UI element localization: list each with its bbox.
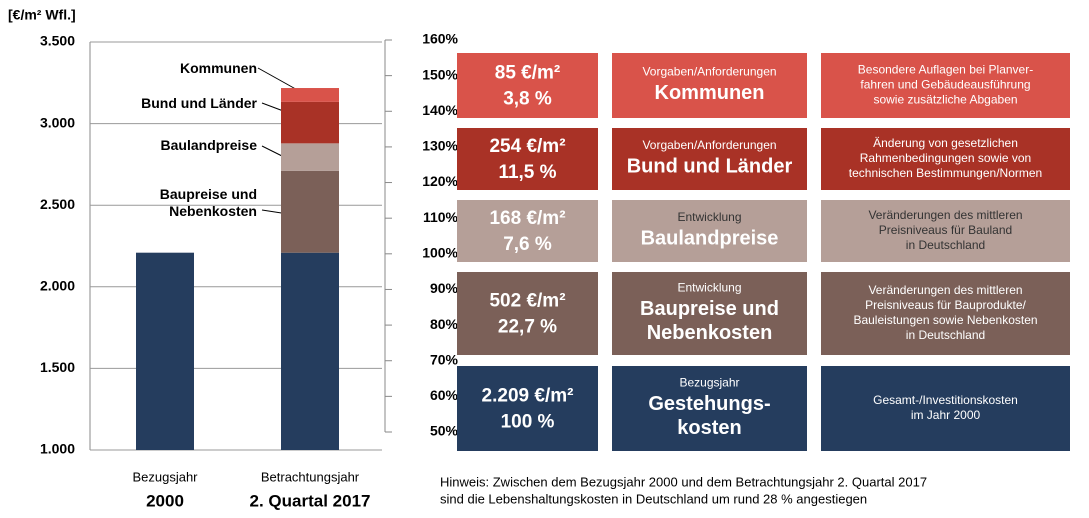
description: Änderung von gesetzlichen: [873, 136, 1018, 150]
x-tick-year: 2. Quartal 2017: [250, 491, 371, 510]
y-axis-label: [€/m² Wfl.]: [8, 7, 76, 23]
y-tick-label: 1.500: [40, 359, 75, 375]
x-tick-year: 2000: [146, 491, 184, 510]
description: fahren und Gebäudeausführung: [860, 78, 1030, 92]
x-tick-label: Betrachtungsjahr: [261, 469, 360, 484]
description: Preisniveaus für Bauprodukte/: [865, 298, 1026, 312]
description: technischen Bestimmungen/Normen: [849, 166, 1042, 180]
title: Nebenkosten: [647, 322, 773, 344]
bar: [136, 252, 194, 450]
y-tick-label: 2.500: [40, 196, 75, 212]
description: Rahmenbedingungen sowie von: [860, 151, 1031, 165]
percent: 100 %: [501, 412, 555, 433]
title: Baulandpreise: [641, 227, 779, 249]
description: Preisniveaus für Bauland: [879, 223, 1012, 237]
description: Gesamt-/Investitionskosten: [873, 393, 1018, 407]
percent: 11,5 %: [498, 162, 556, 183]
panel-cell: [457, 366, 598, 451]
panel-cell: [457, 200, 598, 262]
subtitle: Vorgaben/Anforderungen: [642, 65, 776, 79]
title: Bund und Länder: [627, 155, 793, 177]
panel-cell: [457, 53, 598, 118]
panel-cell: [821, 200, 1070, 262]
y2-tick-label: 100%: [422, 245, 458, 261]
title: Kommunen: [655, 82, 765, 104]
percent: 22,7 %: [498, 317, 557, 338]
annotation: Baulandpreise: [160, 137, 257, 153]
note: sind die Lebenshaltungskosten in Deutsch…: [440, 491, 867, 506]
description: in Deutschland: [906, 328, 985, 342]
y2-tick-label: 150%: [422, 66, 458, 82]
y2-tick-label: 160%: [422, 31, 458, 47]
title: kosten: [677, 417, 741, 439]
y2-tick-label: 50%: [430, 423, 459, 439]
bar: [281, 88, 339, 102]
amount: 85 €/m²: [495, 63, 560, 84]
y2-tick-label: 130%: [422, 138, 458, 154]
percent: 3,8 %: [503, 89, 552, 110]
panel-cell: [612, 366, 807, 451]
y2-tick-label: 80%: [430, 316, 459, 332]
x-tick-label: Bezugsjahr: [132, 469, 198, 484]
description: Besondere Auflagen bei Planver-: [858, 63, 1033, 77]
percent: 7,6 %: [503, 234, 552, 255]
annotation: Kommunen: [180, 60, 257, 76]
bar: [281, 143, 339, 171]
panel-cell: [821, 272, 1070, 355]
y-tick-label: 2.000: [40, 278, 75, 294]
amount: 502 €/m²: [489, 291, 565, 312]
description: in Deutschland: [906, 238, 985, 252]
y2-tick-label: 140%: [422, 102, 458, 118]
bar: [281, 101, 339, 144]
y2-tick-label: 70%: [430, 351, 459, 367]
panel-cell: [821, 366, 1070, 451]
panel-cell: [612, 53, 807, 118]
annotation: Bund und Länder: [141, 95, 257, 111]
bar: [281, 170, 339, 253]
description: Veränderungen des mittleren: [868, 283, 1022, 297]
description: Veränderungen des mittleren: [868, 208, 1022, 222]
annotation: Baupreise und Nebenkosten: [159, 186, 257, 219]
subtitle: Entwicklung: [677, 281, 741, 295]
title: Gestehungs-: [648, 393, 770, 415]
panel-cell: [612, 272, 807, 355]
y2-tick-label: 110%: [423, 209, 459, 225]
panel-cell: [612, 128, 807, 190]
description: im Jahr 2000: [911, 408, 981, 422]
title: Baupreise und: [640, 298, 779, 320]
y2-tick-label: 90%: [430, 280, 459, 296]
panel-cell: [457, 272, 598, 355]
y-tick-label: 3.500: [40, 33, 75, 49]
amount: 254 €/m²: [489, 136, 565, 157]
panel-cell: [457, 128, 598, 190]
panel-cell: [612, 200, 807, 262]
amount: 2.209 €/m²: [482, 386, 574, 407]
description: sowie zusätzliche Abgaben: [873, 93, 1017, 107]
panel-cell: [821, 53, 1070, 118]
y2-tick-label: 60%: [430, 387, 459, 403]
panel-cell: [821, 128, 1070, 190]
y-tick-label: 1.000: [40, 441, 75, 457]
y-tick-label: 3.000: [40, 114, 75, 130]
subtitle: Bezugsjahr: [679, 376, 739, 390]
amount: 168 €/m²: [489, 208, 565, 229]
description: Bauleistungen sowie Nebenkosten: [853, 313, 1037, 327]
note: Hinweis: Zwischen dem Bezugsjahr 2000 un…: [440, 474, 927, 489]
y2-tick-label: 120%: [422, 173, 458, 189]
bar: [281, 252, 339, 450]
subtitle: Entwicklung: [677, 210, 741, 224]
subtitle: Vorgaben/Anforderungen: [642, 138, 776, 152]
